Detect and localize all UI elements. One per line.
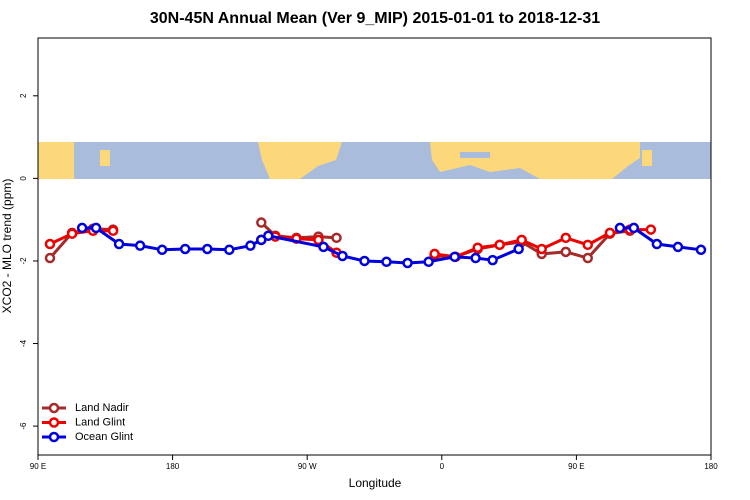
x-tick-label: 90 E <box>568 462 584 471</box>
y-tick-label: 0 <box>19 176 28 181</box>
y-tick-label: -2 <box>19 257 28 265</box>
point <box>423 256 434 268</box>
point <box>672 241 684 253</box>
point <box>337 250 348 262</box>
point <box>134 240 146 251</box>
x-tick-label: 90 W <box>298 462 317 471</box>
y-axis-label: XCO2 - MLO trend (ppm) <box>0 179 14 314</box>
point <box>645 224 657 235</box>
point <box>318 241 329 253</box>
point <box>516 234 527 246</box>
x-axis-label: Longitude <box>349 476 402 490</box>
point <box>614 222 626 234</box>
legend-label: Ocean Glint <box>75 431 133 443</box>
y-tick-label: -6 <box>19 422 28 430</box>
point <box>560 246 572 258</box>
legend-marker <box>48 417 60 428</box>
plot-frame <box>37 37 712 456</box>
point <box>628 222 640 234</box>
point <box>44 252 56 264</box>
point <box>560 232 572 244</box>
point <box>245 240 256 251</box>
point <box>156 244 168 256</box>
point <box>313 234 324 246</box>
x-tick-label: 0 <box>440 462 445 471</box>
point <box>179 243 191 255</box>
point <box>44 238 56 250</box>
point <box>107 225 119 237</box>
point <box>66 228 78 239</box>
point <box>90 222 102 234</box>
point <box>381 256 392 268</box>
point <box>472 242 483 253</box>
point <box>224 244 235 256</box>
y-tick-label: 2 <box>19 93 28 98</box>
point <box>494 239 505 251</box>
point <box>582 252 594 264</box>
point <box>331 232 342 244</box>
point <box>536 243 547 255</box>
legend-marker <box>48 402 60 414</box>
point <box>429 248 440 260</box>
point <box>76 222 88 234</box>
point <box>359 255 370 267</box>
point <box>113 238 125 250</box>
point <box>202 243 213 255</box>
map-band <box>38 142 711 179</box>
point <box>470 252 481 264</box>
x-tick-label: 180 <box>704 462 718 471</box>
point <box>582 239 594 251</box>
chart-title: 30N-45N Annual Mean (Ver 9_MIP) 2015-01-… <box>150 10 600 27</box>
legend-label: Land Nadir <box>75 402 129 414</box>
legend-label: Land Glint <box>75 416 125 428</box>
point <box>402 257 413 269</box>
legend-marker <box>48 431 60 443</box>
point <box>604 227 616 239</box>
point <box>487 254 498 266</box>
point <box>651 238 663 250</box>
y-tick-label: -4 <box>19 339 28 347</box>
point <box>513 243 524 255</box>
x-tick-label: 90 E <box>30 462 46 471</box>
point <box>449 251 460 263</box>
point <box>695 244 707 256</box>
point <box>256 217 267 228</box>
point <box>263 230 274 242</box>
x-tick-label: 180 <box>166 462 180 471</box>
